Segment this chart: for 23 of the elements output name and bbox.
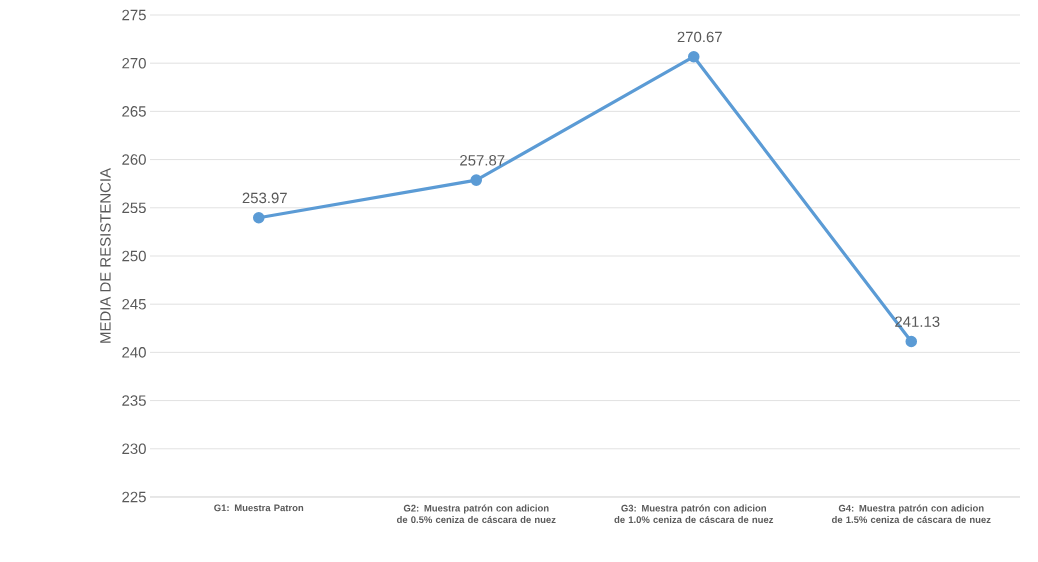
y-tick-label: 250 <box>122 250 146 262</box>
y-tick-label: 240 <box>122 347 146 358</box>
y-tick-label: 255 <box>122 202 146 214</box>
y-axis-title: MEDIA DE RESISTENCIA <box>100 168 111 343</box>
data-label: 270.67 <box>677 31 722 43</box>
y-tick-label: 270 <box>122 57 146 69</box>
point <box>252 211 265 224</box>
point <box>905 335 918 348</box>
x-tick-label: G1: Muestra Patron <box>214 504 304 512</box>
point <box>470 174 483 186</box>
data-label: 253.97 <box>242 192 287 204</box>
y-tick-label: 275 <box>122 9 146 21</box>
x-tick-label: G4: Muestra patrón con adicion de 1.5% ceniza de cáscara de nuez <box>831 504 991 523</box>
x-tick-label: G3: Muestra patrón con adicion de 1.0% ceniza de cáscara de nuez <box>614 504 774 523</box>
y-tick-label: 225 <box>122 491 146 503</box>
y-tick-label: 245 <box>122 298 146 310</box>
y-tick-label: 235 <box>122 395 146 406</box>
data-label: 257.87 <box>460 155 505 166</box>
y-tick-label: 260 <box>122 154 146 165</box>
x-tick-label: G2: Muestra patrón con adicion de 0.5% ceniza de cáscara de nuez <box>396 504 556 523</box>
point <box>687 50 700 63</box>
y-tick-label: 230 <box>122 443 146 455</box>
y-tick-label: 265 <box>122 106 146 117</box>
